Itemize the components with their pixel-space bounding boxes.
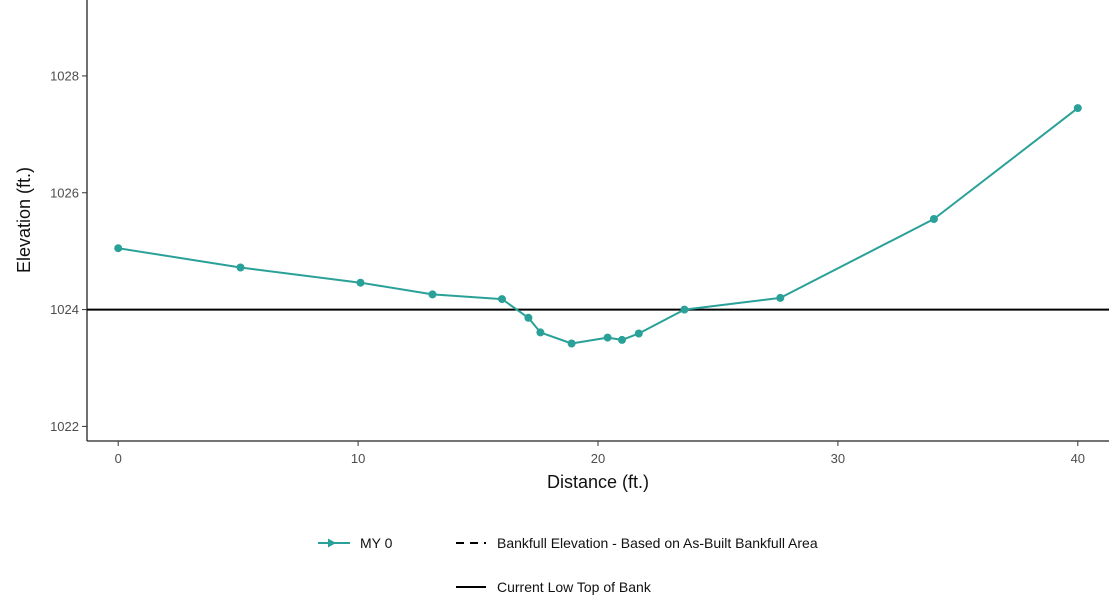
y-tick-label: 1024 xyxy=(50,302,79,317)
data-point xyxy=(680,305,689,314)
data-point xyxy=(498,295,506,304)
x-axis-title: Distance (ft.) xyxy=(547,472,649,492)
y-tick-label: 1028 xyxy=(50,68,79,83)
x-tick-label: 30 xyxy=(831,451,845,466)
legend: MY 0 Bankfull Elevation - Based on As-Bu… xyxy=(318,535,818,595)
legend-label-my0: MY 0 xyxy=(360,535,393,551)
legend-label-low-top-of-bank: Current Low Top of Bank xyxy=(497,579,652,595)
legend-swatch-my0-arrow xyxy=(328,538,336,548)
data-point xyxy=(1073,104,1082,113)
x-axis-ticks: 0 10 20 30 40 xyxy=(115,441,1085,466)
data-point xyxy=(524,313,533,322)
data-point xyxy=(536,328,545,337)
x-tick-label: 40 xyxy=(1071,451,1085,466)
y-tick-label: 1026 xyxy=(50,185,79,200)
data-point xyxy=(929,215,938,223)
data-point xyxy=(356,278,365,287)
data-point xyxy=(618,335,626,344)
x-tick-label: 0 xyxy=(115,451,122,466)
x-tick-label: 20 xyxy=(591,451,605,466)
x-tick-label: 10 xyxy=(351,451,365,466)
legend-label-bankfull: Bankfull Elevation - Based on As-Built B… xyxy=(497,535,818,551)
data-point xyxy=(603,333,612,342)
series-line-my0 xyxy=(118,107,1079,345)
y-axis-title: Elevation (ft.) xyxy=(14,167,34,273)
data-point xyxy=(428,290,437,299)
y-axis-ticks: 1022 1024 1026 1028 xyxy=(50,68,87,434)
data-point xyxy=(114,244,123,253)
series-layer xyxy=(114,104,1082,348)
y-tick-label: 1022 xyxy=(50,419,79,434)
data-point xyxy=(634,329,643,338)
data-point xyxy=(776,293,785,302)
data-point xyxy=(567,339,576,348)
data-point xyxy=(236,263,245,272)
